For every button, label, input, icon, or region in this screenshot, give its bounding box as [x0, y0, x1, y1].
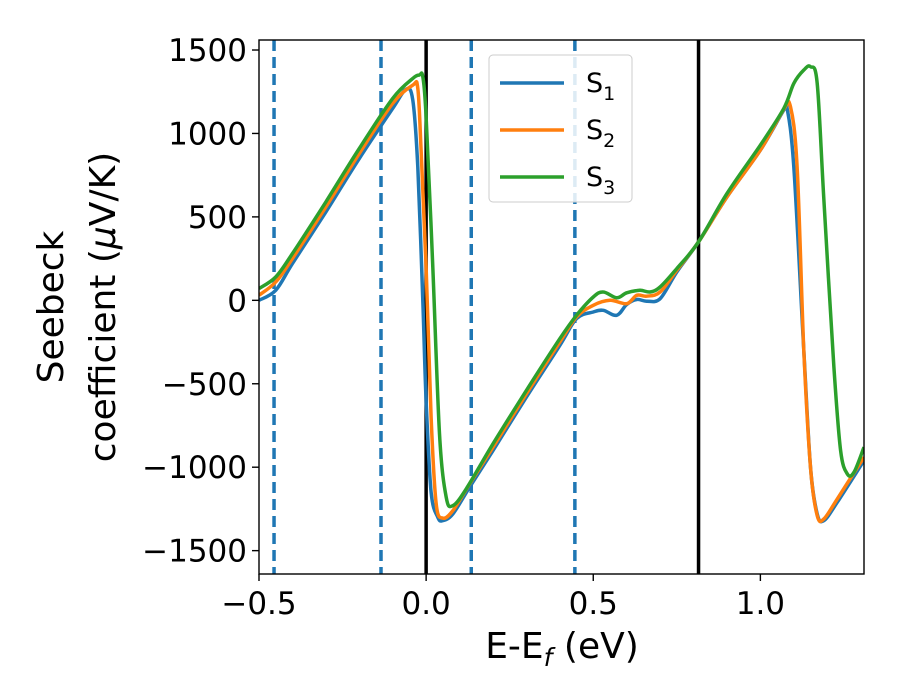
x-tick-label: 0.0: [401, 586, 450, 622]
y-tick-label: −500: [162, 367, 247, 403]
y-tick-label: 1500: [168, 33, 247, 69]
x-axis-label: E-Ef (eV): [485, 626, 639, 672]
x-tick-label: 1.0: [736, 586, 785, 622]
y-tick-label: 1000: [168, 116, 247, 152]
y-axis-label-2: coefficient (μV/K): [83, 152, 124, 462]
series-line-S1: [259, 86, 864, 524]
legend-label-main: S: [586, 162, 603, 193]
x-tick-label: 0.5: [569, 586, 618, 622]
y-axis-label: Seebeck: [31, 230, 72, 383]
x-axis-label-main: E-E: [485, 626, 543, 667]
plot-frame: [258, 39, 865, 575]
y-axis-label-line2-text: coefficient (: [83, 249, 124, 462]
y-axis-label-mu: μ: [83, 226, 124, 250]
series-lines: [259, 64, 864, 524]
y-tick-label: 500: [188, 200, 247, 236]
legend-label-sub: 3: [603, 177, 615, 199]
y-tick-label: −1500: [142, 534, 247, 570]
legend-label-main: S: [586, 68, 603, 99]
x-axis-label-unit: (eV): [552, 626, 638, 667]
legend-label-main: S: [586, 115, 603, 146]
series-line-S3: [259, 64, 864, 509]
legend-label-S2: S2: [586, 115, 615, 152]
legend-label-sub: 1: [603, 83, 615, 105]
x-tick-label: −0.5: [221, 586, 296, 622]
y-tick-label: 0: [227, 283, 247, 319]
y-axis-ticks: 1500 1000 500 0 −500 −1000 −1500: [142, 33, 259, 570]
series-line-S2: [259, 79, 864, 524]
legend-label-S1: S1: [586, 68, 615, 105]
y-tick-label: −1000: [142, 450, 247, 486]
x-axis-ticks: −0.5 0.0 0.5 1.0: [221, 574, 785, 622]
legend-label-S3: S3: [586, 162, 615, 199]
y-axis-label-line1: Seebeck: [31, 230, 72, 383]
y-axis-label-line2: coefficient (μV/K): [83, 152, 124, 462]
y-axis-label-unit: V/K): [83, 152, 124, 226]
legend-label-sub: 2: [603, 130, 615, 152]
reference-lines: [272, 40, 701, 574]
